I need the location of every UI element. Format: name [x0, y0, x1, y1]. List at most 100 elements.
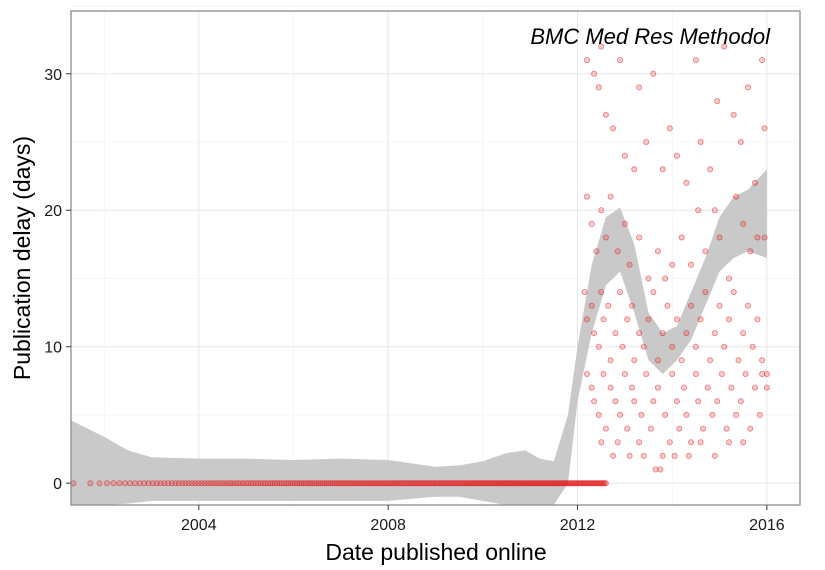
- data-point: [198, 480, 205, 487]
- data-point: [683, 411, 690, 418]
- data-point: [655, 357, 662, 364]
- data-point: [313, 480, 320, 487]
- data-point: [610, 125, 617, 132]
- data-point: [598, 439, 605, 446]
- data-point: [669, 370, 676, 377]
- data-point: [204, 480, 211, 487]
- data-point: [446, 480, 453, 487]
- data-point: [744, 302, 751, 309]
- data-point: [591, 70, 598, 77]
- data-point: [754, 234, 761, 241]
- data-point: [487, 480, 494, 487]
- data-point: [476, 480, 483, 487]
- plot-background: [71, 11, 800, 505]
- data-point: [650, 70, 657, 77]
- data-point: [602, 234, 609, 241]
- data-point: [671, 452, 678, 459]
- data-point: [87, 480, 94, 487]
- data-point: [617, 411, 624, 418]
- data-point: [744, 84, 751, 91]
- data-point: [460, 480, 467, 487]
- data-point: [296, 480, 303, 487]
- data-point: [612, 330, 619, 337]
- data-point: [695, 398, 702, 405]
- x-tick-label: 2004: [181, 517, 217, 534]
- data-point: [643, 370, 650, 377]
- data-point: [315, 480, 322, 487]
- data-point: [437, 480, 444, 487]
- data-point: [465, 480, 472, 487]
- data-point: [759, 370, 766, 377]
- data-point: [131, 480, 138, 487]
- data-point: [711, 207, 718, 214]
- data-point: [636, 439, 643, 446]
- data-point: [621, 370, 628, 377]
- data-point: [626, 261, 633, 268]
- data-point: [449, 480, 456, 487]
- data-point: [631, 398, 638, 405]
- data-point: [659, 330, 666, 337]
- data-point: [605, 302, 612, 309]
- data-point: [673, 398, 680, 405]
- data-point: [664, 302, 671, 309]
- data-point: [595, 411, 602, 418]
- data-point: [711, 452, 718, 459]
- y-axis-title-group: Publication delay (days): [9, 136, 35, 380]
- y-tick-label: 30: [44, 67, 62, 84]
- data-point: [595, 343, 602, 350]
- data-point: [486, 480, 493, 487]
- data-point: [624, 316, 631, 323]
- data-point: [759, 57, 766, 64]
- data-point: [730, 111, 737, 118]
- data-point: [479, 480, 486, 487]
- data-point: [610, 452, 617, 459]
- data-point: [438, 480, 445, 487]
- data-point: [737, 398, 744, 405]
- data-point: [584, 370, 591, 377]
- data-point: [676, 425, 683, 432]
- data-point: [600, 370, 607, 377]
- y-tick-label: 0: [53, 476, 62, 493]
- data-point: [726, 316, 733, 323]
- data-point: [688, 261, 695, 268]
- data-point: [584, 57, 591, 64]
- data-point: [645, 275, 652, 282]
- data-point: [747, 248, 754, 255]
- x-axis-title: Date published online: [325, 539, 546, 565]
- data-point: [702, 289, 709, 296]
- data-point: [591, 398, 598, 405]
- data-point: [584, 193, 591, 200]
- data-point: [462, 480, 469, 487]
- data-point: [662, 411, 669, 418]
- data-point: [683, 179, 690, 186]
- data-point: [692, 57, 699, 64]
- data-point: [593, 248, 600, 255]
- data-point: [707, 166, 714, 173]
- data-point: [71, 480, 77, 487]
- data-point: [456, 480, 463, 487]
- data-point: [300, 480, 307, 487]
- data-point: [761, 125, 768, 132]
- data-point: [588, 220, 595, 227]
- data-point: [477, 480, 484, 487]
- data-point: [607, 384, 614, 391]
- plot-area: 0 10 20 30 2004 2008 2012 2016 BMC Med Res Metho…: [44, 5, 801, 534]
- data-point: [614, 439, 621, 446]
- data-point: [468, 480, 475, 487]
- data-point: [707, 357, 714, 364]
- data-point: [643, 138, 650, 145]
- data-point: [602, 425, 609, 432]
- data-point: [122, 480, 129, 487]
- data-point: [733, 411, 740, 418]
- data-point: [598, 43, 605, 50]
- data-point: [474, 480, 481, 487]
- data-point: [673, 152, 680, 159]
- data-point: [626, 452, 633, 459]
- data-point: [640, 343, 647, 350]
- data-point: [678, 357, 685, 364]
- data-point: [692, 343, 699, 350]
- data-point: [185, 480, 192, 487]
- data-point: [742, 370, 749, 377]
- data-point: [678, 234, 685, 241]
